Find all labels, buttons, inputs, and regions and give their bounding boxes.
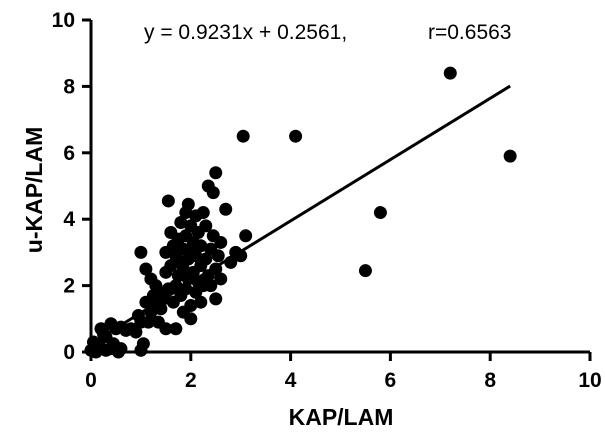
regression-line [90, 84, 511, 345]
x-axis-title: KAP/LAM [289, 404, 394, 430]
x-tick-label: 0 [85, 369, 97, 392]
data-point [204, 279, 218, 293]
data-point [134, 343, 148, 357]
data-point [189, 249, 203, 263]
data-point [373, 206, 387, 220]
data-point [176, 262, 190, 276]
data-point [503, 149, 517, 163]
correlation-coefficient: r=0.6563 [428, 21, 512, 44]
data-points [84, 66, 517, 359]
data-point [211, 249, 225, 263]
data-point [139, 262, 153, 276]
data-point [184, 299, 198, 313]
x-tick-label: 4 [285, 369, 297, 392]
y-tick-label: 0 [63, 341, 75, 364]
tick-labels: 0 2 4 6 8 10 0 2 4 6 8 10 [52, 9, 602, 392]
data-point [236, 129, 250, 143]
data-point [174, 216, 188, 230]
data-point [111, 345, 125, 359]
data-point [196, 206, 210, 220]
data-point [194, 239, 208, 253]
data-point [161, 194, 175, 208]
data-point [214, 272, 228, 286]
data-point [164, 259, 178, 273]
data-point [169, 322, 183, 336]
y-tick-label: 6 [63, 142, 75, 165]
axes [82, 18, 592, 361]
x-tick-label: 8 [484, 369, 496, 392]
x-tick-label: 2 [185, 369, 197, 392]
data-point [194, 295, 208, 309]
y-tick-label: 4 [63, 208, 75, 231]
data-point [181, 197, 195, 211]
data-point [219, 202, 233, 216]
x-tick-label: 10 [578, 369, 601, 392]
data-point [214, 235, 228, 249]
data-point [151, 315, 165, 329]
data-point [239, 229, 253, 243]
data-point [289, 129, 303, 143]
data-point [184, 312, 198, 326]
x-tick-label: 6 [385, 369, 397, 392]
regression-equation: y = 0.9231x + 0.2561, [144, 21, 347, 44]
data-point [358, 264, 372, 278]
data-point [209, 292, 223, 306]
data-point [141, 315, 155, 329]
data-point [129, 325, 143, 339]
y-tick-label: 8 [63, 75, 75, 98]
y-axis-title: u-KAP/LAM [21, 127, 47, 253]
y-tick-label: 10 [52, 9, 75, 32]
y-tick-label: 2 [63, 275, 75, 298]
data-point [199, 219, 213, 233]
data-point [199, 252, 213, 266]
data-point [443, 66, 457, 80]
data-point [134, 245, 148, 259]
data-point [206, 186, 220, 200]
data-point [154, 302, 168, 316]
data-point [209, 166, 223, 180]
